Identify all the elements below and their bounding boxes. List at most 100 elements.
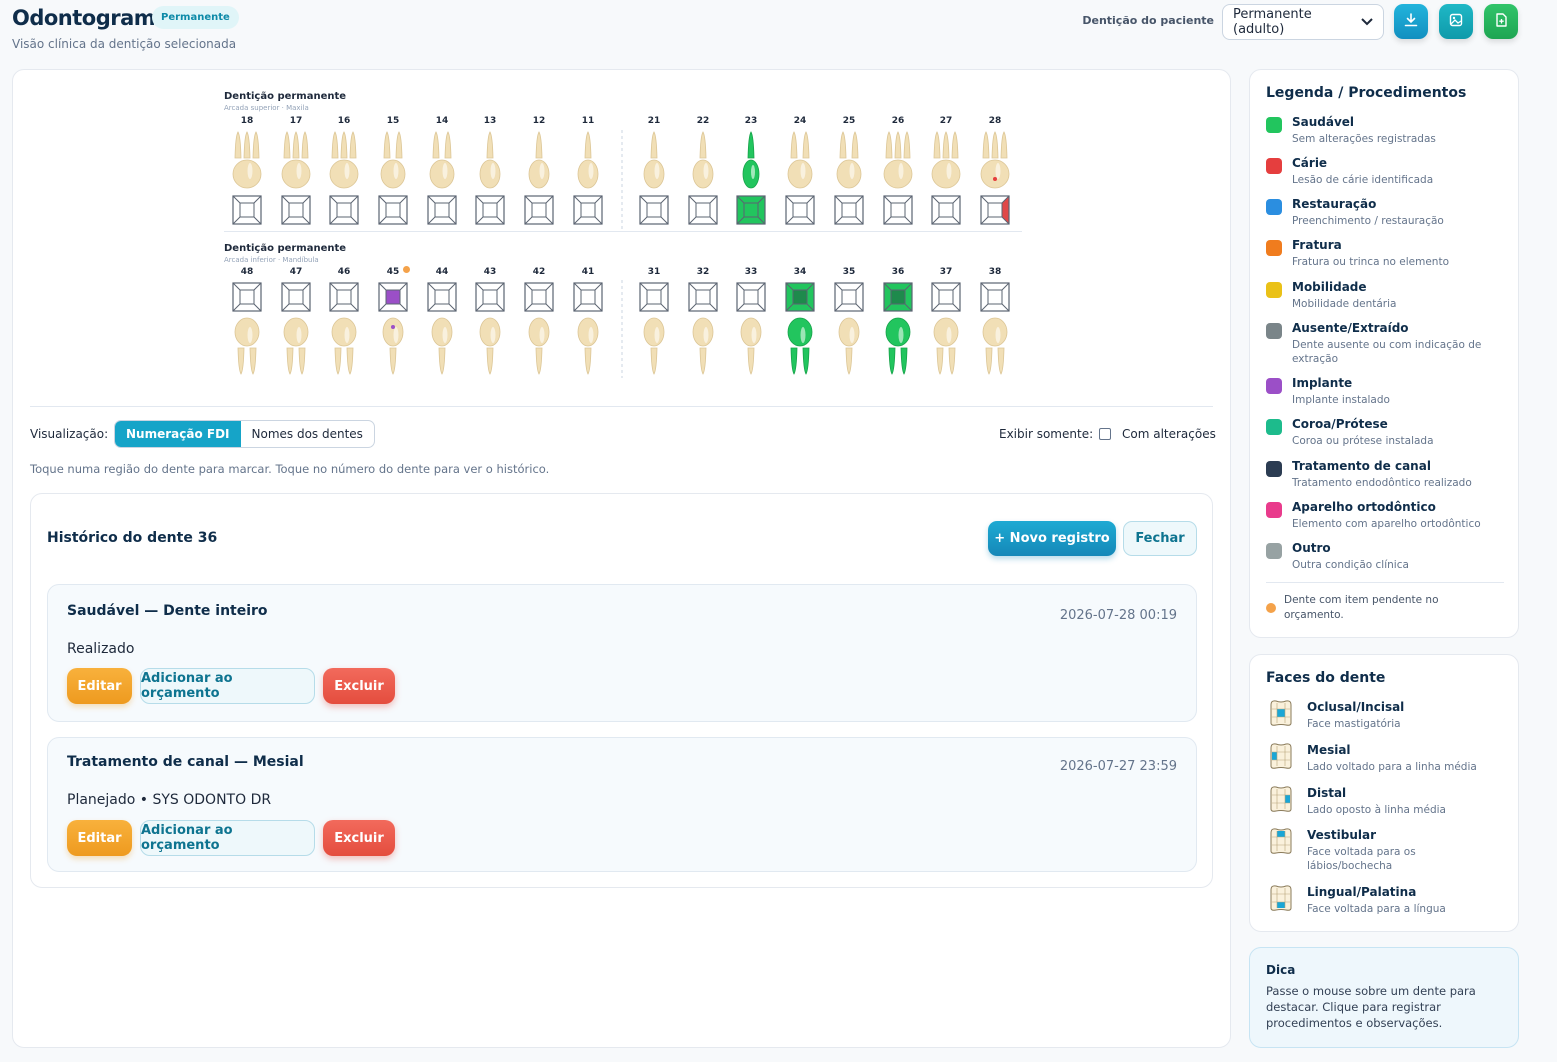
tooth-48-faces[interactable] (232, 282, 262, 312)
tooth-number[interactable]: 37 (939, 267, 953, 277)
tooth-16[interactable] (324, 130, 364, 192)
delete-record-button[interactable]: Excluir (323, 668, 395, 704)
add-to-budget-button[interactable]: Adicionar ao orçamento (140, 668, 315, 704)
tooth-number[interactable]: 14 (435, 116, 449, 126)
tooth-17-faces[interactable] (281, 195, 311, 225)
tooth-35-faces[interactable] (834, 282, 864, 312)
tooth-44-faces[interactable] (427, 282, 457, 312)
tooth-number[interactable]: 21 (647, 116, 661, 126)
add-to-budget-button[interactable]: Adicionar ao orçamento (140, 820, 315, 856)
edit-record-button[interactable]: Editar (67, 820, 132, 856)
tooth-18[interactable] (227, 130, 267, 192)
tooth-number[interactable]: 32 (696, 267, 710, 277)
tooth-35[interactable] (829, 314, 869, 376)
tooth-14-faces[interactable] (427, 195, 457, 225)
tooth-28[interactable] (975, 130, 1015, 192)
tooth-number[interactable]: 36 (891, 267, 905, 277)
tooth-22-faces[interactable] (688, 195, 718, 225)
tooth-31[interactable] (634, 314, 674, 376)
tooth-46-faces[interactable] (329, 282, 359, 312)
tooth-47-faces[interactable] (281, 282, 311, 312)
tooth-15-faces[interactable] (378, 195, 408, 225)
tooth-41-faces[interactable] (573, 282, 603, 312)
tooth-number[interactable]: 31 (647, 267, 661, 277)
view-option-names[interactable]: Nomes dos dentes (251, 427, 363, 441)
tooth-18-faces[interactable] (232, 195, 262, 225)
tooth-41[interactable] (568, 314, 608, 376)
image-export-button[interactable] (1439, 4, 1473, 39)
tooth-26[interactable] (878, 130, 918, 192)
tooth-number[interactable]: 27 (939, 116, 953, 126)
edit-record-button[interactable]: Editar (67, 668, 132, 704)
changes-only-checkbox[interactable] (1099, 428, 1111, 440)
tooth-number[interactable]: 26 (891, 116, 905, 126)
tooth-11-faces[interactable] (573, 195, 603, 225)
tooth-number[interactable]: 45 (386, 267, 400, 277)
tooth-27-faces[interactable] (931, 195, 961, 225)
tooth-24[interactable] (780, 130, 820, 192)
tooth-number[interactable]: 48 (240, 267, 254, 277)
tooth-number[interactable]: 23 (744, 116, 758, 126)
tooth-number[interactable]: 28 (988, 116, 1002, 126)
tooth-42[interactable] (519, 314, 559, 376)
tooth-32[interactable] (683, 314, 723, 376)
tooth-11[interactable] (568, 130, 608, 192)
tooth-23[interactable] (731, 130, 771, 192)
tooth-43[interactable] (470, 314, 510, 376)
tooth-number[interactable]: 18 (240, 116, 254, 126)
tooth-47[interactable] (276, 314, 316, 376)
tooth-number[interactable]: 15 (386, 116, 400, 126)
tooth-25[interactable] (829, 130, 869, 192)
tooth-number[interactable]: 13 (483, 116, 497, 126)
tooth-36-faces[interactable] (883, 282, 913, 312)
delete-record-button[interactable]: Excluir (323, 820, 395, 856)
tooth-14[interactable] (422, 130, 462, 192)
tooth-15[interactable] (373, 130, 413, 192)
tooth-31-faces[interactable] (639, 282, 669, 312)
tooth-number[interactable]: 25 (842, 116, 856, 126)
tooth-37[interactable] (926, 314, 966, 376)
tooth-45-faces[interactable] (378, 282, 408, 312)
tooth-number[interactable]: 17 (289, 116, 303, 126)
tooth-number[interactable]: 11 (581, 116, 595, 126)
tooth-37-faces[interactable] (931, 282, 961, 312)
tooth-number[interactable]: 22 (696, 116, 710, 126)
tooth-34[interactable] (780, 314, 820, 376)
tooth-number[interactable]: 47 (289, 267, 303, 277)
tooth-32-faces[interactable] (688, 282, 718, 312)
new-record-button[interactable]: + Novo registro (988, 521, 1116, 556)
tooth-34-faces[interactable] (785, 282, 815, 312)
tooth-38[interactable] (975, 314, 1015, 376)
tooth-25-faces[interactable] (834, 195, 864, 225)
tooth-21-faces[interactable] (639, 195, 669, 225)
tooth-number[interactable]: 16 (337, 116, 351, 126)
tooth-43-faces[interactable] (475, 282, 505, 312)
tooth-33-faces[interactable] (736, 282, 766, 312)
tooth-28-faces[interactable] (980, 195, 1010, 225)
tooth-number[interactable]: 24 (793, 116, 807, 126)
tooth-12[interactable] (519, 130, 559, 192)
tooth-45[interactable] (373, 314, 413, 376)
view-option-fdi[interactable]: Numeração FDI (115, 421, 241, 447)
tooth-36[interactable] (878, 314, 918, 376)
dentition-select[interactable]: Permanente (adulto) (1222, 4, 1384, 40)
tooth-number[interactable]: 46 (337, 267, 351, 277)
tooth-23-faces[interactable] (736, 195, 766, 225)
tooth-38-faces[interactable] (980, 282, 1010, 312)
tooth-24-faces[interactable] (785, 195, 815, 225)
tooth-27[interactable] (926, 130, 966, 192)
tooth-21[interactable] (634, 130, 674, 192)
tooth-number[interactable]: 41 (581, 267, 595, 277)
tooth-number[interactable]: 34 (793, 267, 807, 277)
tooth-22[interactable] (683, 130, 723, 192)
tooth-13[interactable] (470, 130, 510, 192)
tooth-16-faces[interactable] (329, 195, 359, 225)
tooth-number[interactable]: 33 (744, 267, 758, 277)
tooth-number[interactable]: 42 (532, 267, 546, 277)
tooth-number[interactable]: 38 (988, 267, 1002, 277)
tooth-number[interactable]: 35 (842, 267, 856, 277)
tooth-number[interactable]: 12 (532, 116, 546, 126)
tooth-44[interactable] (422, 314, 462, 376)
tooth-46[interactable] (324, 314, 364, 376)
close-history-button[interactable]: Fechar (1123, 521, 1197, 556)
